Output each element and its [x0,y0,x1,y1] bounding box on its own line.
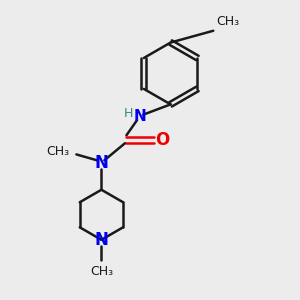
Text: O: O [155,131,169,149]
Text: CH₃: CH₃ [216,15,239,28]
Text: N: N [94,231,108,249]
Text: CH₃: CH₃ [90,265,113,278]
Text: H: H [124,107,133,120]
Text: N: N [133,109,146,124]
Text: N: N [94,154,108,172]
Text: CH₃: CH₃ [46,145,69,158]
